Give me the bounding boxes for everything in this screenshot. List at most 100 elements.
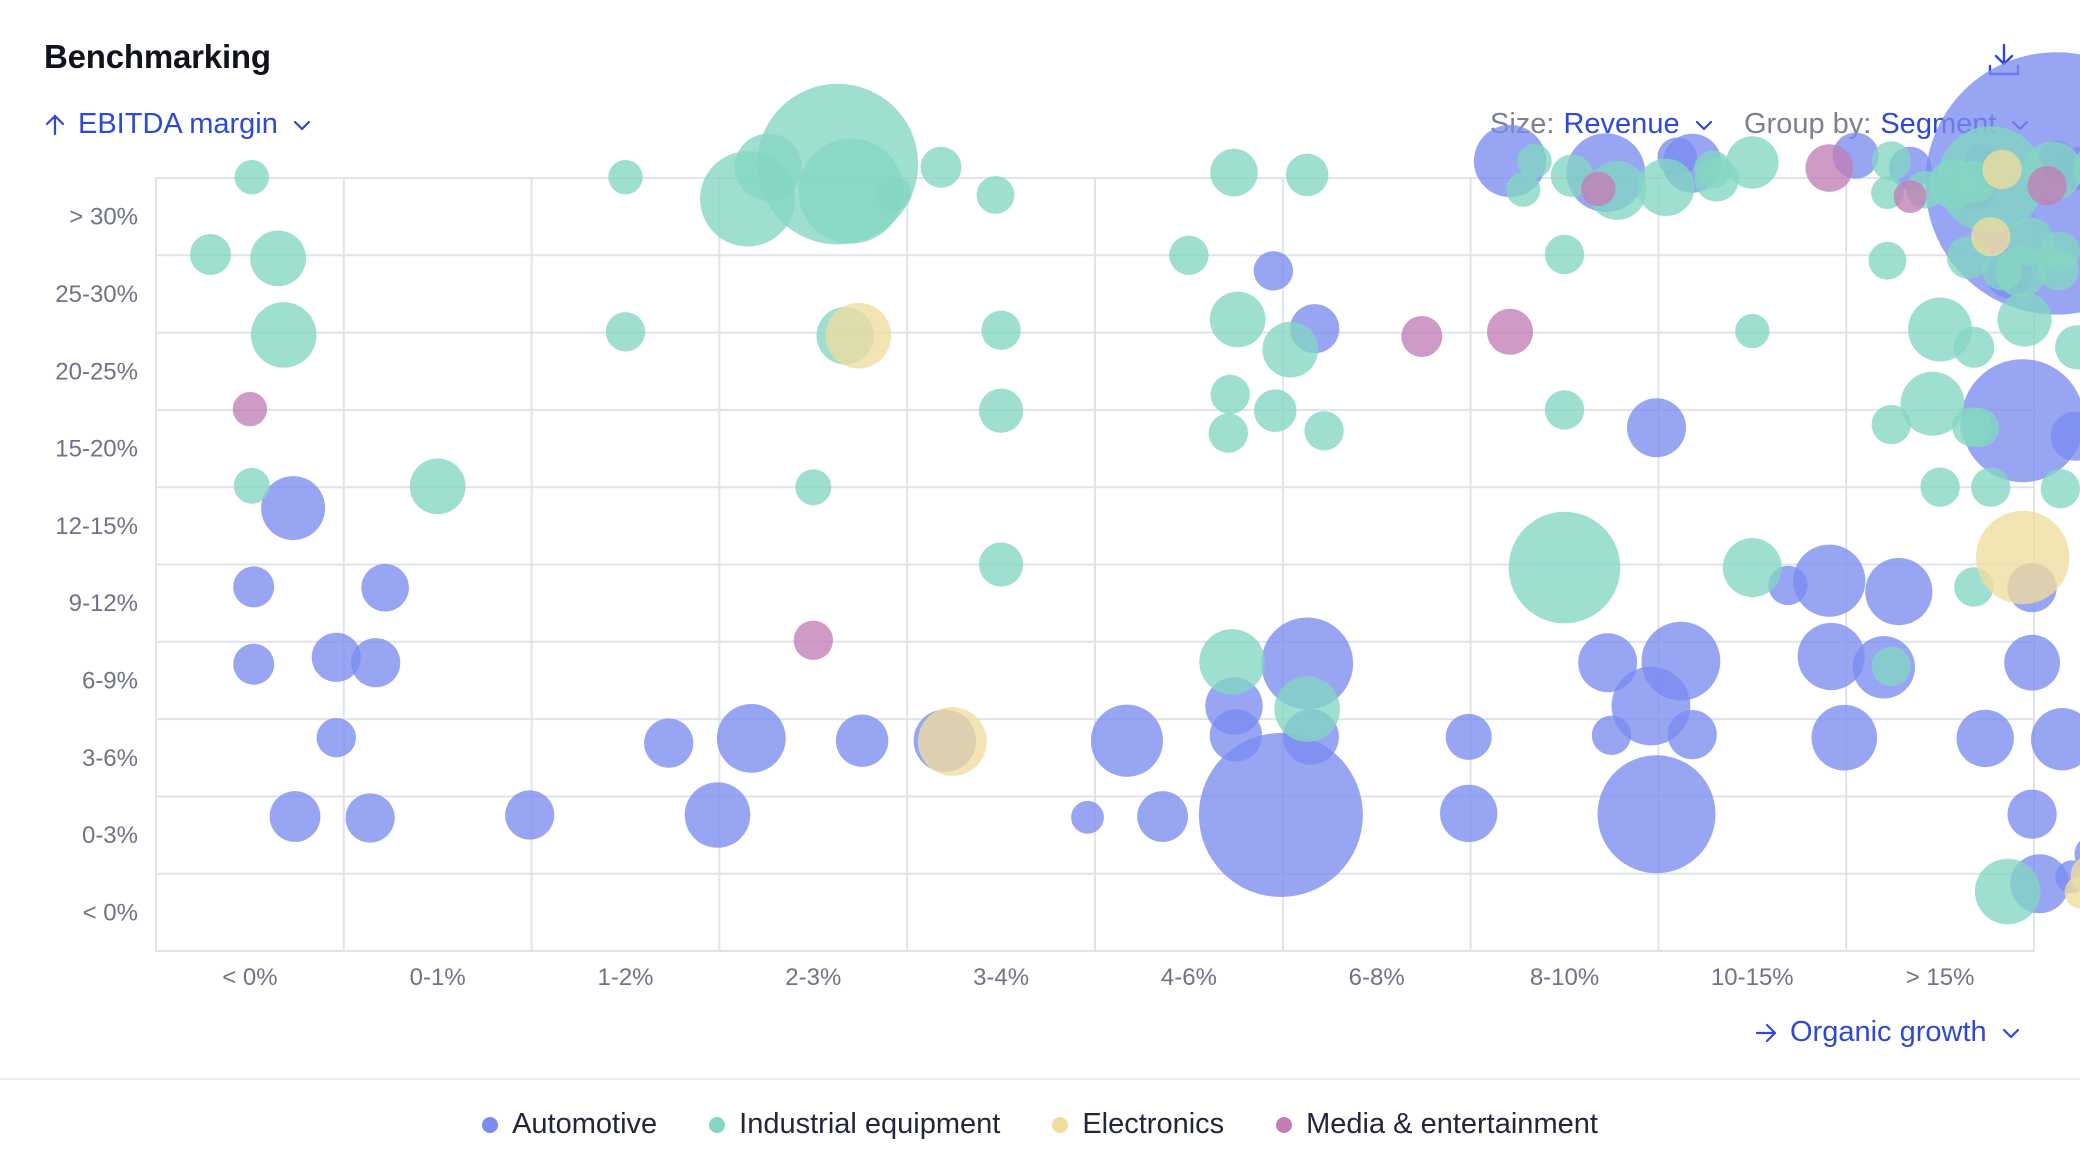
bubble-industrial-equipment[interactable] xyxy=(979,388,1024,433)
bubble-industrial-equipment[interactable] xyxy=(2055,325,2080,370)
bubble-industrial-equipment[interactable] xyxy=(250,302,317,368)
bubble-industrial-equipment[interactable] xyxy=(2073,143,2080,192)
bubble-industrial-equipment[interactable] xyxy=(1208,413,1249,453)
bubble-media-entertainment[interactable] xyxy=(1893,180,1927,214)
bubble-industrial-equipment[interactable] xyxy=(1971,467,2011,507)
bubble-industrial-equipment[interactable] xyxy=(1209,291,1266,348)
bubble-automotive[interactable] xyxy=(505,790,555,840)
bubble-industrial-equipment[interactable] xyxy=(981,310,1021,350)
bubble-industrial-equipment[interactable] xyxy=(190,234,231,275)
x-axis-selector[interactable]: Organic growth xyxy=(1754,1016,2021,1049)
bubble-industrial-equipment[interactable] xyxy=(1544,234,1585,275)
bubble-industrial-equipment[interactable] xyxy=(1920,467,1960,507)
legend-item-industrial-equipment[interactable]: Industrial equipment xyxy=(709,1108,1000,1141)
bubble-industrial-equipment[interactable] xyxy=(1952,407,1992,447)
bubble-media-entertainment[interactable] xyxy=(232,391,268,427)
bubble-automotive[interactable] xyxy=(1597,755,1716,874)
bubble-automotive[interactable] xyxy=(345,793,395,843)
bubble-media-entertainment[interactable] xyxy=(793,620,833,660)
bubble-industrial-equipment[interactable] xyxy=(1974,858,2041,925)
bubble-industrial-equipment[interactable] xyxy=(1900,371,1965,436)
bubble-industrial-equipment[interactable] xyxy=(1508,511,1621,624)
bubble-automotive[interactable] xyxy=(1071,800,1104,834)
bubble-automotive[interactable] xyxy=(835,714,889,767)
y-axis-selector[interactable]: EBITDA margin xyxy=(44,108,312,141)
bubble-electronics[interactable] xyxy=(2064,875,2080,909)
bubble-industrial-equipment[interactable] xyxy=(1274,676,1340,742)
bubble-industrial-equipment[interactable] xyxy=(1722,538,1782,598)
bubble-industrial-equipment[interactable] xyxy=(1868,241,1907,280)
bubble-automotive[interactable] xyxy=(2050,411,2080,461)
bubble-industrial-equipment[interactable] xyxy=(1169,235,1209,275)
bubble-automotive[interactable] xyxy=(361,563,409,612)
bubble-electronics[interactable] xyxy=(917,707,987,776)
bubble-automotive[interactable] xyxy=(1440,784,1498,843)
bubble-automotive[interactable] xyxy=(1627,398,1686,458)
bubble-automotive[interactable] xyxy=(1865,558,1933,626)
bubble-industrial-equipment[interactable] xyxy=(798,138,904,244)
bubble-industrial-equipment[interactable] xyxy=(1285,153,1329,197)
bubble-automotive[interactable] xyxy=(1811,704,1878,771)
bubble-automotive[interactable] xyxy=(716,704,786,773)
bubble-industrial-equipment[interactable] xyxy=(1517,143,1552,179)
bubble-automotive[interactable] xyxy=(1956,709,2014,768)
bubble-automotive[interactable] xyxy=(2004,634,2060,691)
bubble-electronics[interactable] xyxy=(1982,149,2022,190)
bubble-industrial-equipment[interactable] xyxy=(1544,390,1585,430)
bubble-industrial-equipment[interactable] xyxy=(795,469,832,506)
bubble-industrial-equipment[interactable] xyxy=(876,176,912,211)
bubble-industrial-equipment[interactable] xyxy=(1735,313,1770,349)
bubble-industrial-equipment[interactable] xyxy=(1262,321,1319,378)
bubble-industrial-equipment[interactable] xyxy=(920,146,962,188)
bubble-media-entertainment[interactable] xyxy=(2027,166,2067,206)
bubble-automotive[interactable] xyxy=(644,718,694,768)
bubble-industrial-equipment[interactable] xyxy=(1997,292,2052,347)
bubble-automotive[interactable] xyxy=(1445,713,1492,760)
bubble-automotive[interactable] xyxy=(311,632,361,682)
bubble-media-entertainment[interactable] xyxy=(1487,308,1533,355)
bubble-automotive[interactable] xyxy=(1793,544,1866,617)
bubble-automotive[interactable] xyxy=(684,782,751,848)
bubble-industrial-equipment[interactable] xyxy=(700,151,796,247)
bubble-industrial-equipment[interactable] xyxy=(976,176,1015,214)
bubble-industrial-equipment[interactable] xyxy=(2040,469,2080,509)
bubble-industrial-equipment[interactable] xyxy=(1506,172,1541,207)
bubble-media-entertainment[interactable] xyxy=(1581,171,1616,206)
bubble-automotive[interactable] xyxy=(1578,633,1638,693)
bubble-electronics[interactable] xyxy=(825,302,892,369)
bubble-automotive[interactable] xyxy=(1591,715,1632,755)
bubble-industrial-equipment[interactable] xyxy=(1871,141,1912,181)
bubble-automotive[interactable] xyxy=(1137,791,1188,842)
bubble-electronics[interactable] xyxy=(1971,217,2011,257)
bubble-automotive[interactable] xyxy=(269,791,321,842)
bubble-industrial-equipment[interactable] xyxy=(409,458,466,515)
bubble-media-entertainment[interactable] xyxy=(1805,144,1854,192)
bubble-industrial-equipment[interactable] xyxy=(1995,246,2047,297)
bubble-media-entertainment[interactable] xyxy=(1401,316,1443,357)
bubble-industrial-equipment[interactable] xyxy=(1953,326,1995,368)
bubble-industrial-equipment[interactable] xyxy=(1871,646,1912,687)
bubble-automotive[interactable] xyxy=(233,566,275,608)
legend-item-media-entertainment[interactable]: Media & entertainment xyxy=(1276,1108,1598,1141)
bubble-automotive[interactable] xyxy=(2031,708,2080,771)
bubble-industrial-equipment[interactable] xyxy=(605,312,646,352)
bubble-automotive[interactable] xyxy=(1090,704,1163,777)
bubble-industrial-equipment[interactable] xyxy=(1254,389,1297,433)
bubble-industrial-equipment[interactable] xyxy=(234,160,269,195)
bubble-automotive[interactable] xyxy=(2007,789,2057,839)
bubble-industrial-equipment[interactable] xyxy=(979,542,1024,587)
bubble-industrial-equipment[interactable] xyxy=(1199,629,1265,695)
legend-item-electronics[interactable]: Electronics xyxy=(1052,1108,1224,1141)
bubble-industrial-equipment[interactable] xyxy=(1210,148,1258,197)
bubble-industrial-equipment[interactable] xyxy=(1637,158,1695,216)
bubble-industrial-equipment[interactable] xyxy=(2037,249,2079,291)
bubble-industrial-equipment[interactable] xyxy=(1304,411,1344,451)
bubble-industrial-equipment[interactable] xyxy=(608,160,643,195)
bubble-automotive[interactable] xyxy=(1198,733,1363,897)
bubble-automotive[interactable] xyxy=(1797,622,1865,691)
bubble-automotive[interactable] xyxy=(351,638,401,688)
bubble-electronics[interactable] xyxy=(1976,510,2070,605)
bubble-automotive[interactable] xyxy=(1667,710,1717,760)
bubble-industrial-equipment[interactable] xyxy=(250,230,306,287)
bubble-automotive[interactable] xyxy=(233,643,275,685)
